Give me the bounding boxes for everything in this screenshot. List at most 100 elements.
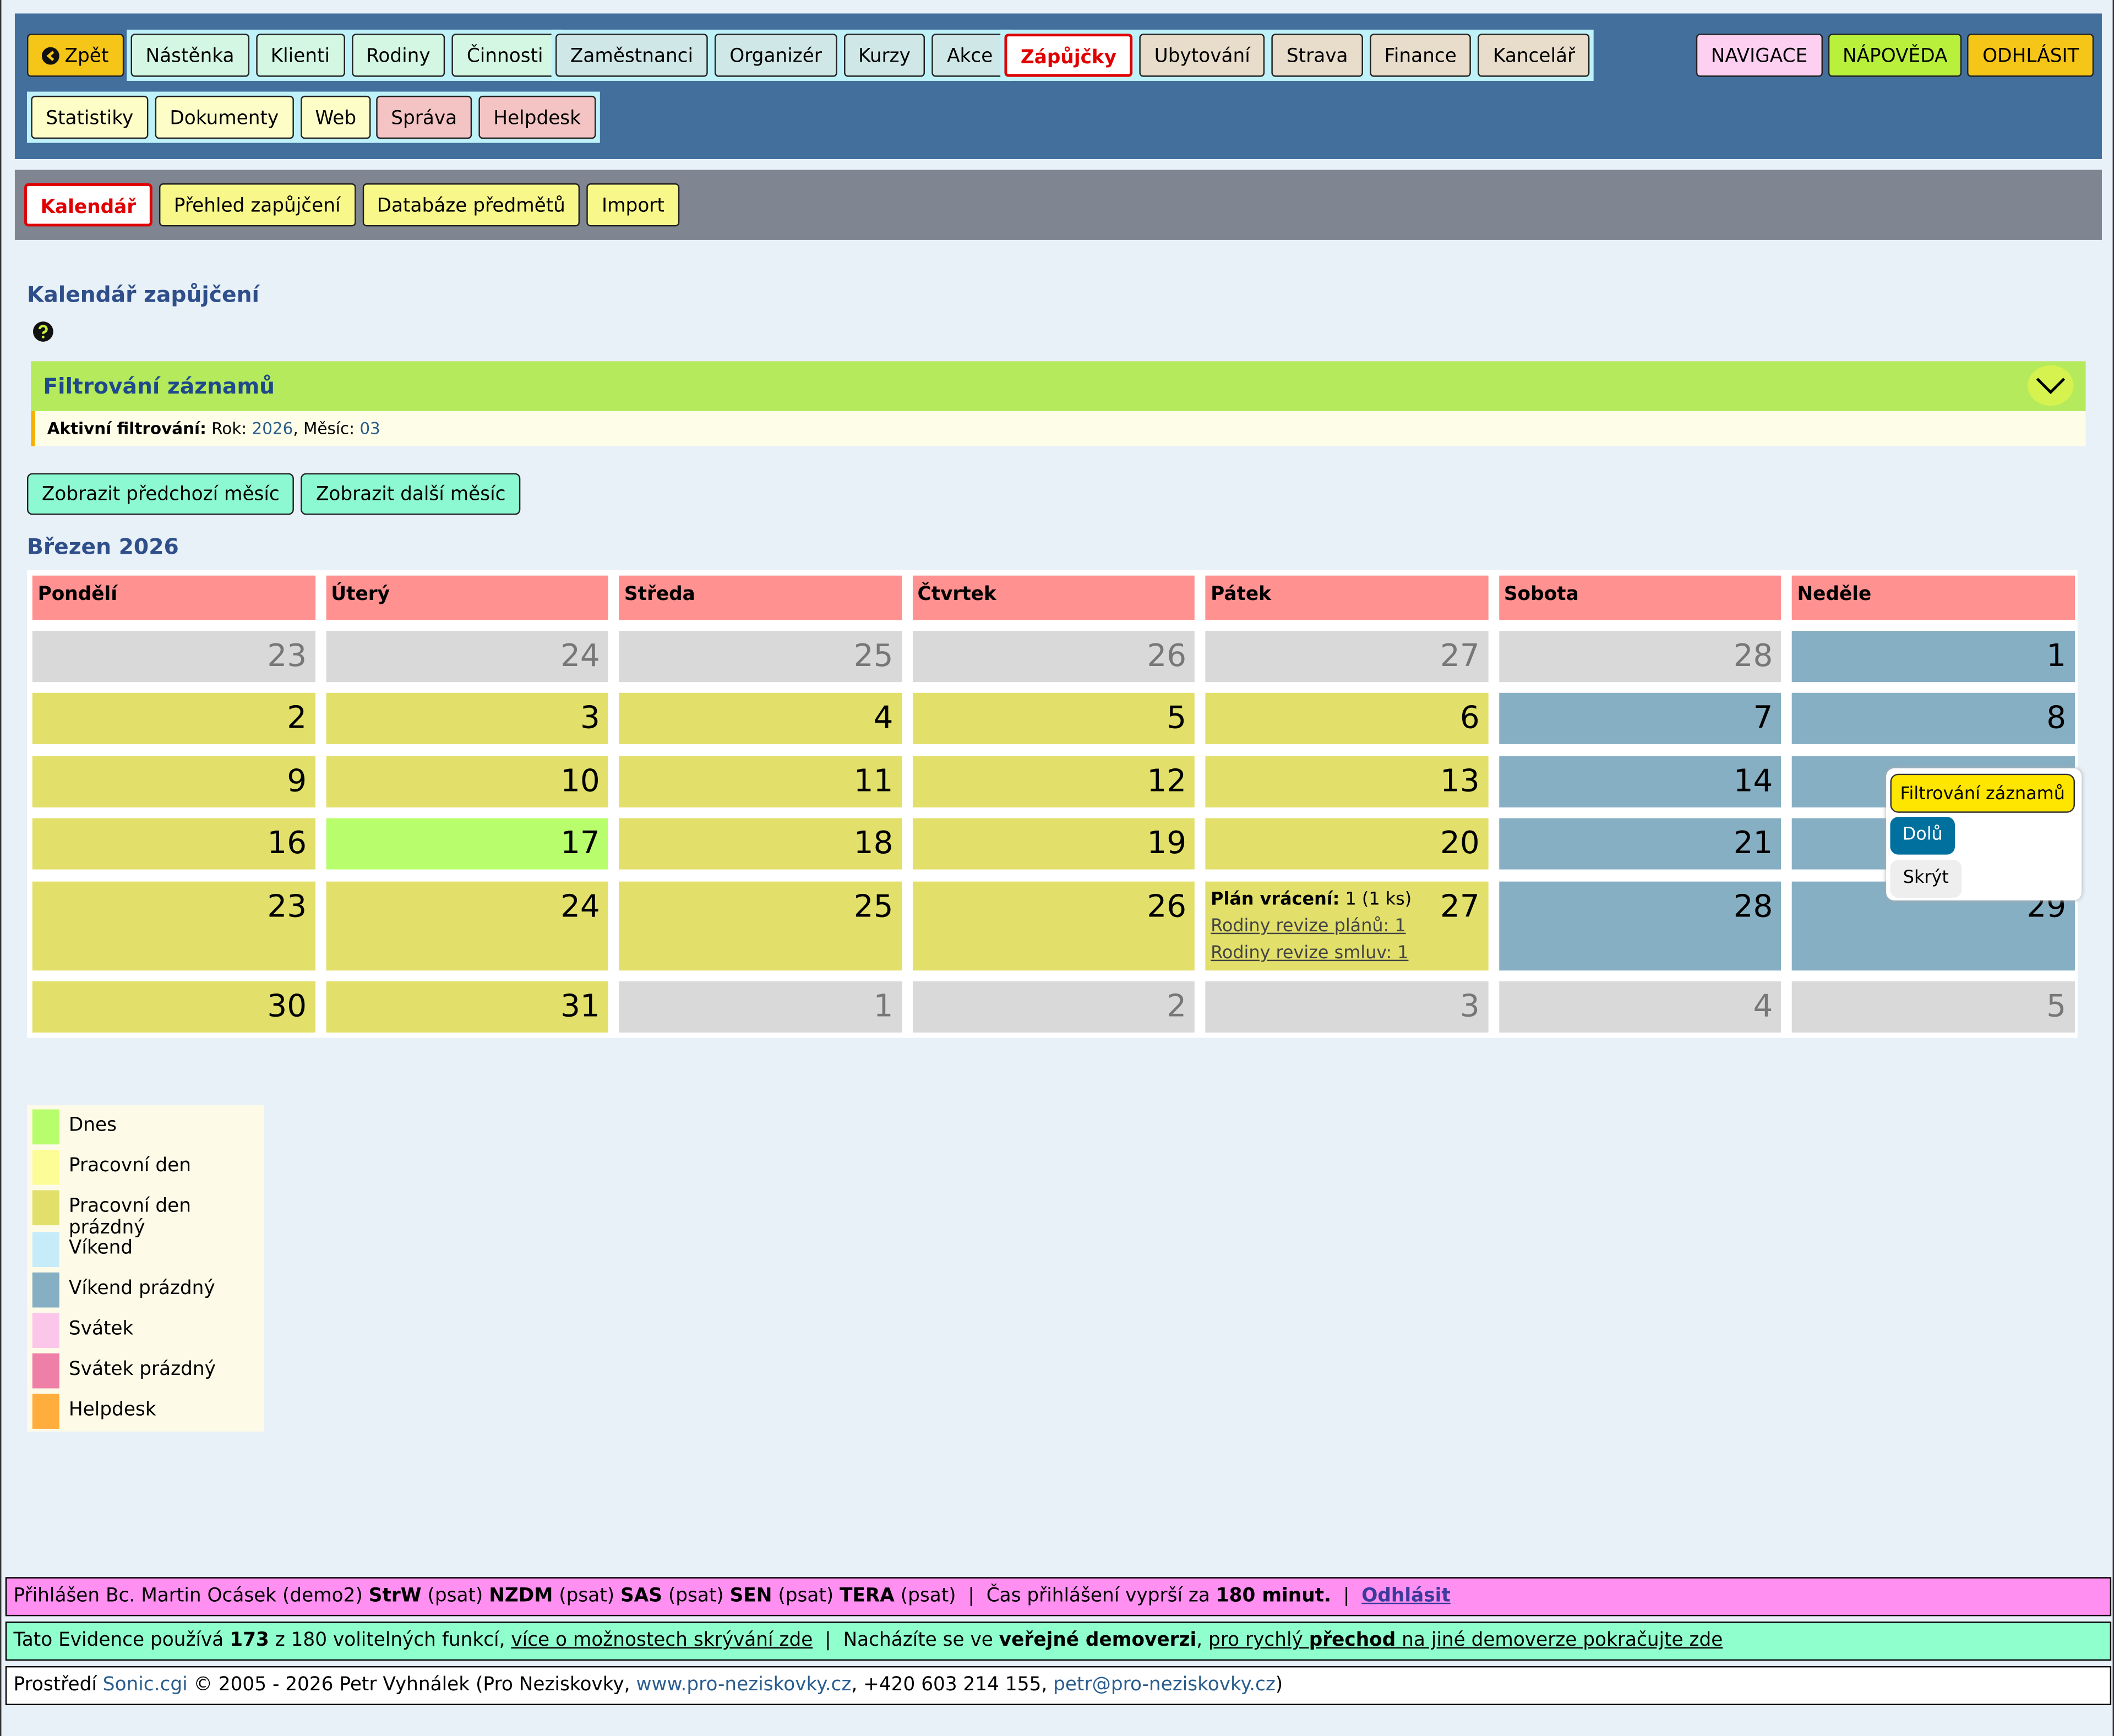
nav-button[interactable]: Nástěnka bbox=[130, 34, 249, 77]
button-label: Správa bbox=[391, 107, 457, 130]
calendar-day[interactable]: 27 bbox=[1205, 631, 1488, 683]
calendar-day[interactable]: 4 bbox=[1499, 981, 1781, 1033]
calendar-day[interactable]: 2 bbox=[912, 981, 1195, 1033]
weekday-header: Úterý bbox=[325, 575, 608, 620]
calendar-day[interactable]: 20 bbox=[1205, 818, 1488, 870]
text-segment[interactable]: petr@pro-neziskovky.cz bbox=[1053, 1674, 1276, 1696]
text-segment[interactable]: Odhlásit bbox=[1361, 1585, 1451, 1607]
nav-button[interactable]: NÁPOVĚDA bbox=[1828, 34, 1963, 77]
event-line: Plán vrácení: 1 (1 ks) bbox=[1211, 887, 1412, 914]
calendar-day[interactable]: 18 bbox=[619, 818, 902, 870]
nav-button[interactable]: Správa bbox=[376, 95, 472, 139]
calendar-day[interactable]: 19 bbox=[912, 818, 1195, 870]
calendar-day[interactable]: 9 bbox=[32, 756, 315, 807]
month-button[interactable]: Zobrazit další měsíc bbox=[301, 473, 521, 515]
text-segment[interactable]: 2026 bbox=[252, 419, 293, 438]
calendar-day[interactable]: 6 bbox=[1205, 692, 1488, 744]
nav-button[interactable]: Dokumenty bbox=[155, 95, 294, 139]
calendar-day[interactable]: 3 bbox=[1205, 981, 1488, 1033]
text-segment[interactable]: www.pro-neziskovky.cz bbox=[636, 1674, 852, 1696]
nav-group: Zaměstnanci Organizér Kurzy Akce bbox=[551, 29, 1012, 81]
text-segment[interactable]: 03 bbox=[359, 419, 380, 438]
day-number: 11 bbox=[853, 764, 893, 800]
calendar-day[interactable]: 1 bbox=[1791, 631, 2074, 683]
nav-button[interactable]: Strava bbox=[1271, 34, 1363, 77]
calendar-day[interactable]: 10 bbox=[325, 756, 608, 807]
calendar-day[interactable]: 2 bbox=[32, 692, 315, 744]
calendar-day[interactable]: 17 bbox=[325, 818, 608, 870]
button-label: Akce bbox=[947, 46, 993, 68]
calendar-day[interactable]: 23 bbox=[32, 631, 315, 683]
calendar-day[interactable]: 27 Plán vrácení: 1 (1 ks) Rodiny revize pl… bbox=[1205, 881, 1488, 971]
calendar-day[interactable]: 26 bbox=[912, 631, 1195, 683]
nav-button[interactable]: Akce bbox=[932, 34, 1008, 77]
filter-toggle[interactable] bbox=[2026, 364, 2075, 407]
calendar-day[interactable]: 25 bbox=[619, 631, 902, 683]
calendar-day[interactable]: 21 bbox=[1499, 818, 1781, 870]
month-button[interactable]: Zobrazit předchozí měsíc bbox=[26, 473, 295, 515]
event-link[interactable]: Rodiny revize smluv: 1 bbox=[1211, 943, 1409, 964]
calendar-day[interactable]: 25 bbox=[619, 881, 902, 971]
nav-button[interactable]: Přehled zapůjčení bbox=[159, 183, 356, 227]
calendar-day[interactable]: 24 bbox=[325, 631, 608, 683]
event-link[interactable]: Rodiny revize plánů: 1 bbox=[1211, 916, 1406, 937]
text-segment: (psat) bbox=[662, 1585, 730, 1607]
calendar-day[interactable]: 14 bbox=[1499, 756, 1781, 807]
calendar-day[interactable]: 5 bbox=[912, 692, 1195, 744]
nav-button[interactable]: Ubytování bbox=[1139, 34, 1265, 77]
calendar-day[interactable]: 3 bbox=[325, 692, 608, 744]
nav-button[interactable]: ODHLÁSIT bbox=[1968, 34, 2094, 77]
nav-button[interactable]: Zpět bbox=[26, 34, 124, 77]
calendar-day[interactable]: 23 bbox=[32, 881, 315, 971]
floating-button[interactable]: Skrýt bbox=[1890, 860, 1962, 898]
text-segment[interactable]: na jiné demoverze pokračujte zde bbox=[1396, 1629, 1723, 1652]
nav-button[interactable]: Zápůjčky bbox=[1004, 34, 1133, 77]
day-number: 17 bbox=[560, 826, 600, 861]
nav-button[interactable]: Zaměstnanci bbox=[555, 34, 709, 77]
filter-header[interactable]: Filtrování záznamů bbox=[31, 361, 2086, 411]
text-segment: NZDM bbox=[489, 1585, 553, 1607]
calendar-day[interactable]: 5 bbox=[1791, 981, 2074, 1033]
nav-button[interactable]: Web bbox=[300, 95, 372, 139]
text-segment: , bbox=[1196, 1629, 1209, 1652]
calendar-day[interactable]: 30 bbox=[32, 981, 315, 1033]
nav-button[interactable]: Databáze předmětů bbox=[362, 183, 580, 227]
calendar-day[interactable]: 28 bbox=[1499, 881, 1781, 971]
help-icon[interactable] bbox=[32, 321, 54, 342]
text-segment: Prostředí bbox=[13, 1674, 103, 1696]
calendar-day[interactable]: 12 bbox=[912, 756, 1195, 807]
weekday-header: Čtvrtek bbox=[912, 575, 1195, 620]
calendar-day[interactable]: 11 bbox=[619, 756, 902, 807]
nav-button[interactable]: Kalendář bbox=[24, 183, 152, 227]
calendar-day[interactable]: 8 bbox=[1791, 692, 2074, 744]
calendar-day[interactable]: 28 bbox=[1499, 631, 1781, 683]
floating-button[interactable]: Filtrování záznamů bbox=[1890, 773, 2075, 813]
calendar-day[interactable]: 31 bbox=[325, 981, 608, 1033]
text-segment[interactable]: Sonic.cgi bbox=[102, 1674, 188, 1696]
calendar-day[interactable]: 13 bbox=[1205, 756, 1488, 807]
floating-button[interactable]: Dolů bbox=[1890, 817, 1955, 855]
calendar-day[interactable]: 24 bbox=[325, 881, 608, 971]
nav-button[interactable]: Kancelář bbox=[1478, 34, 1590, 77]
calendar-day[interactable]: 1 bbox=[619, 981, 902, 1033]
calendar-day[interactable]: 16 bbox=[32, 818, 315, 870]
text-segment[interactable]: pro rychlý bbox=[1208, 1629, 1309, 1652]
calendar-day[interactable]: 7 bbox=[1499, 692, 1781, 744]
nav-button[interactable]: Kurzy bbox=[843, 34, 925, 77]
nav-button[interactable]: NAVIGACE bbox=[1696, 34, 1823, 77]
nav-button[interactable]: Statistiky bbox=[31, 95, 149, 139]
nav-button[interactable]: Organizér bbox=[715, 34, 837, 77]
nav-button[interactable]: Činnosti bbox=[451, 34, 558, 77]
text-segment[interactable]: přechod bbox=[1309, 1629, 1396, 1652]
nav-button[interactable]: Import bbox=[587, 183, 679, 227]
calendar-day[interactable]: 4 bbox=[619, 692, 902, 744]
nav-button[interactable]: Helpdesk bbox=[478, 95, 596, 139]
text-segment[interactable]: více o možnostech skrývání zde bbox=[511, 1629, 813, 1652]
button-label: Činnosti bbox=[466, 46, 543, 68]
button-label: Nástěnka bbox=[145, 46, 235, 68]
nav-button[interactable]: Finance bbox=[1369, 34, 1472, 77]
calendar-day[interactable]: 26 bbox=[912, 881, 1195, 971]
nav-button[interactable]: Klienti bbox=[255, 34, 345, 77]
nav-button[interactable]: Rodiny bbox=[351, 34, 445, 77]
event-label: Plán vrácení: bbox=[1211, 889, 1340, 910]
